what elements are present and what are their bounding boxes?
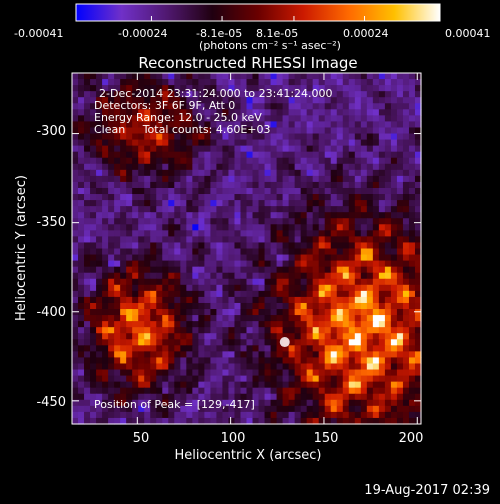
colorbar-tick-label-3: 8.1e-05: [256, 27, 298, 40]
y-tick-label-350: -350: [36, 215, 66, 230]
x-tick-label-50: 50: [133, 431, 150, 446]
x-tick-label-100: 100: [221, 431, 246, 446]
info-energy-range: Energy Range: 12.0 - 25.0 keV: [94, 111, 262, 124]
x-axis-label: Heliocentric X (arcsec): [175, 448, 322, 463]
info-detectors: Detectors: 3F 6F 9F, Att 0: [94, 99, 235, 112]
colorbar-tick-label-5: 0.00041: [445, 27, 491, 40]
plot-frame: [71, 72, 422, 425]
y-tick-label-450: -450: [36, 395, 66, 410]
info-clean-counts: Clean Total counts: 4.60E+03: [94, 123, 271, 136]
colorbar: -0.00041 -0.00024 -8.1e-05 8.1e-05 0.000…: [14, 3, 491, 52]
colorbar-unit-label: (photons cm⁻² s⁻¹ asec⁻²): [199, 39, 341, 52]
x-tick-label-200: 200: [399, 431, 424, 446]
colorbar-tick-label-0: -0.00041: [14, 27, 63, 40]
y-tick-label-400: -400: [36, 305, 66, 320]
colorbar-tick-label-4: 0.00024: [343, 27, 389, 40]
chart-title: Reconstructed RHESSI Image: [138, 54, 357, 72]
colorbar-tick-label-1: -0.00024: [118, 27, 167, 40]
info-time-range: 2-Dec-2014 23:31:24.000 to 23:41:24.000: [99, 87, 333, 100]
axis-ticks: [72, 73, 421, 424]
colorbar-tick-label-2: -8.1e-05: [196, 27, 242, 40]
colorbar-ticks: [75, 16, 441, 21]
peak-marker: [279, 337, 290, 348]
peak-position-label: Position of Peak = [129,-417]: [94, 398, 255, 411]
heatmap-image: [72, 73, 422, 425]
colorbar-gradient: [75, 3, 441, 22]
y-axis-label: Heliocentric Y (arcsec): [14, 175, 29, 321]
footer-timestamp: 19-Aug-2017 02:39: [364, 483, 490, 498]
y-tick-label-300: -300: [36, 124, 66, 139]
x-tick-label-150: 150: [314, 431, 339, 446]
info-annotations: 2-Dec-2014 23:31:24.000 to 23:41:24.000 …: [94, 87, 333, 411]
